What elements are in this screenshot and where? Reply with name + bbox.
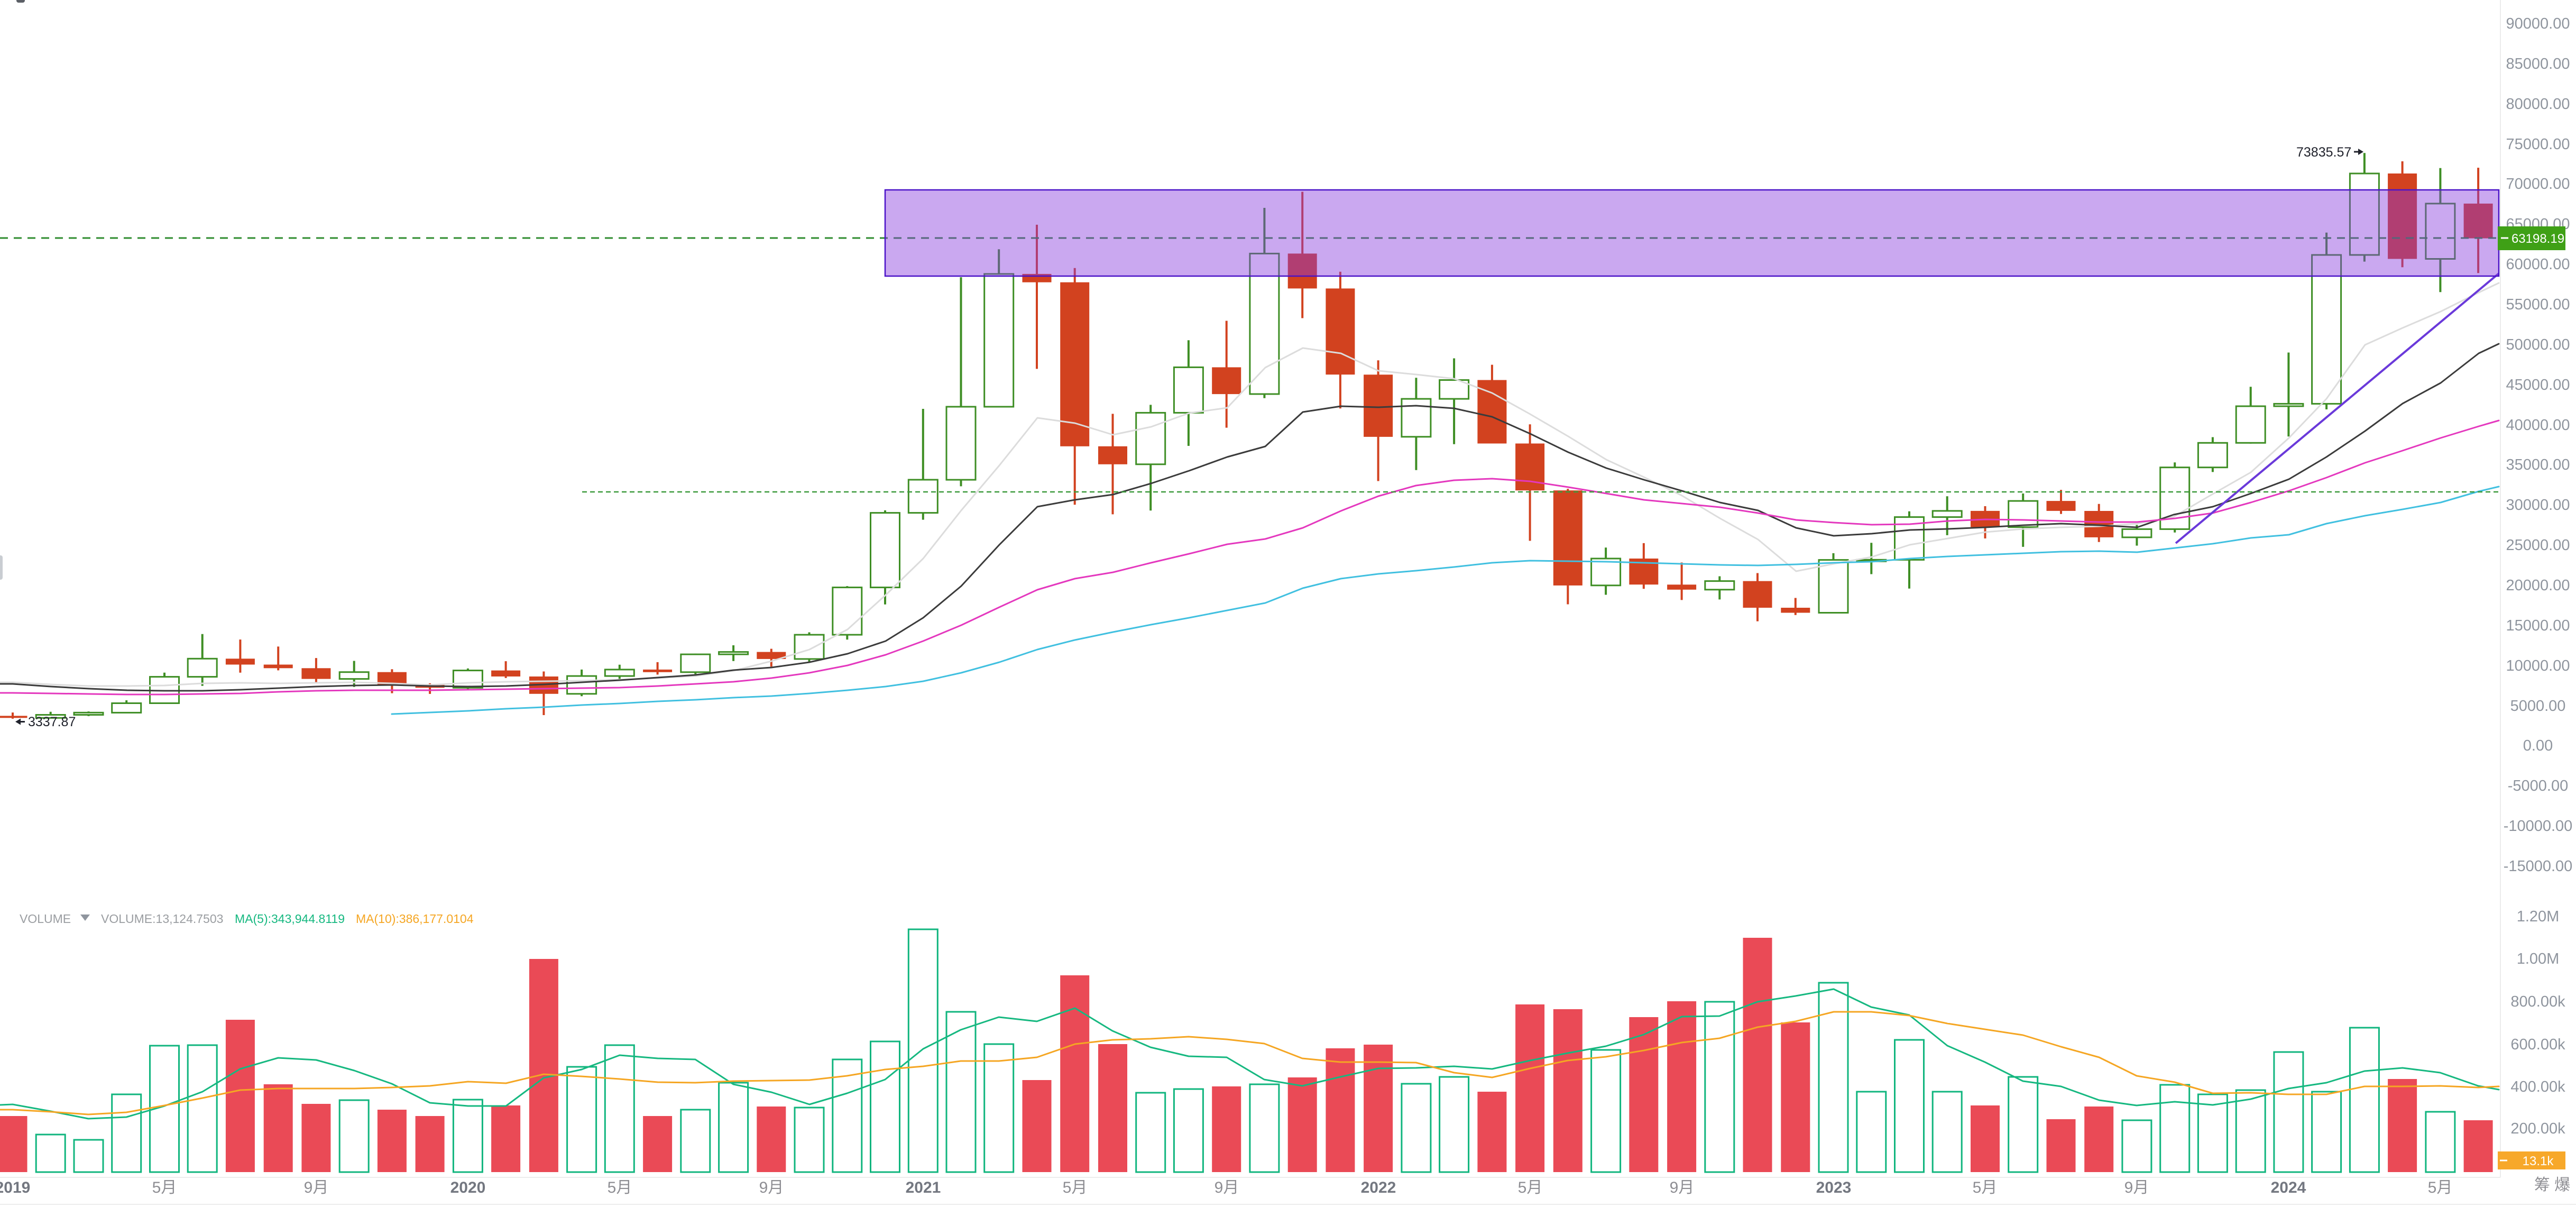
svg-text:200.00k: 200.00k	[2510, 1120, 2565, 1137]
svg-text:9月: 9月	[2124, 1179, 2149, 1196]
svg-text:VOLUME: VOLUME	[20, 912, 71, 926]
svg-text:-15000.00: -15000.00	[2504, 858, 2573, 875]
svg-text:35000.00: 35000.00	[2506, 456, 2570, 473]
svg-text:VOLUME:13,124.7503: VOLUME:13,124.7503	[101, 912, 223, 926]
svg-text:15000.00: 15000.00	[2506, 617, 2570, 634]
svg-text:9月: 9月	[1670, 1179, 1695, 1196]
svg-text:1.20M: 1.20M	[2517, 908, 2560, 925]
svg-text:-10000.00: -10000.00	[2504, 818, 2573, 835]
svg-text:10000.00: 10000.00	[2506, 657, 2570, 674]
svg-text:MA(10):386,177.0104: MA(10):386,177.0104	[356, 912, 474, 926]
svg-text:73835.57: 73835.57	[2296, 145, 2351, 160]
svg-text:5月: 5月	[1973, 1179, 1998, 1196]
svg-text:筹 爆: 筹 爆	[2534, 1176, 2570, 1194]
svg-text:1.00M: 1.00M	[2517, 950, 2560, 967]
svg-text:5月: 5月	[1063, 1179, 1088, 1196]
svg-text:20000.00: 20000.00	[2506, 577, 2570, 594]
svg-text:600.00k: 600.00k	[2510, 1036, 2565, 1053]
svg-text:50000.00: 50000.00	[2506, 336, 2570, 353]
svg-text:25000.00: 25000.00	[2506, 537, 2570, 554]
svg-text:40000.00: 40000.00	[2506, 417, 2570, 434]
svg-text:400.00k: 400.00k	[2510, 1078, 2565, 1095]
svg-text:45000.00: 45000.00	[2506, 377, 2570, 394]
svg-text:75000.00: 75000.00	[2506, 136, 2570, 153]
svg-text:2019: 2019	[0, 1179, 30, 1196]
svg-text:60000.00: 60000.00	[2506, 256, 2570, 273]
svg-text:2021: 2021	[906, 1179, 941, 1196]
svg-text:5月: 5月	[2428, 1179, 2453, 1196]
svg-text:9月: 9月	[759, 1179, 784, 1196]
svg-text:-5000.00: -5000.00	[2508, 778, 2569, 794]
svg-text:3337.87: 3337.87	[28, 715, 76, 729]
svg-text:55000.00: 55000.00	[2506, 296, 2570, 313]
svg-text:800.00k: 800.00k	[2510, 993, 2565, 1010]
svg-text:30000.00: 30000.00	[2506, 497, 2570, 514]
svg-text:63198.19: 63198.19	[2511, 232, 2564, 246]
svg-text:2022: 2022	[1361, 1179, 1396, 1196]
svg-text:MA(5):343,944.8119: MA(5):343,944.8119	[235, 912, 345, 926]
svg-text:70000.00: 70000.00	[2506, 176, 2570, 193]
svg-text:80000.00: 80000.00	[2506, 96, 2570, 113]
svg-text:5000.00: 5000.00	[2510, 698, 2566, 715]
svg-text:2020: 2020	[450, 1179, 486, 1196]
svg-text:13.1k: 13.1k	[2523, 1154, 2554, 1168]
svg-text:5月: 5月	[1518, 1179, 1543, 1196]
svg-text:9月: 9月	[304, 1179, 329, 1196]
svg-text:90000.00: 90000.00	[2506, 15, 2570, 32]
svg-text:0.00: 0.00	[2523, 737, 2553, 754]
svg-text:5月: 5月	[152, 1179, 177, 1196]
svg-text:5月: 5月	[608, 1179, 632, 1196]
svg-text:2024: 2024	[2271, 1179, 2306, 1196]
svg-text:2023: 2023	[1816, 1179, 1852, 1196]
svg-text:9月: 9月	[1215, 1179, 1239, 1196]
svg-text:85000.00: 85000.00	[2506, 56, 2570, 72]
